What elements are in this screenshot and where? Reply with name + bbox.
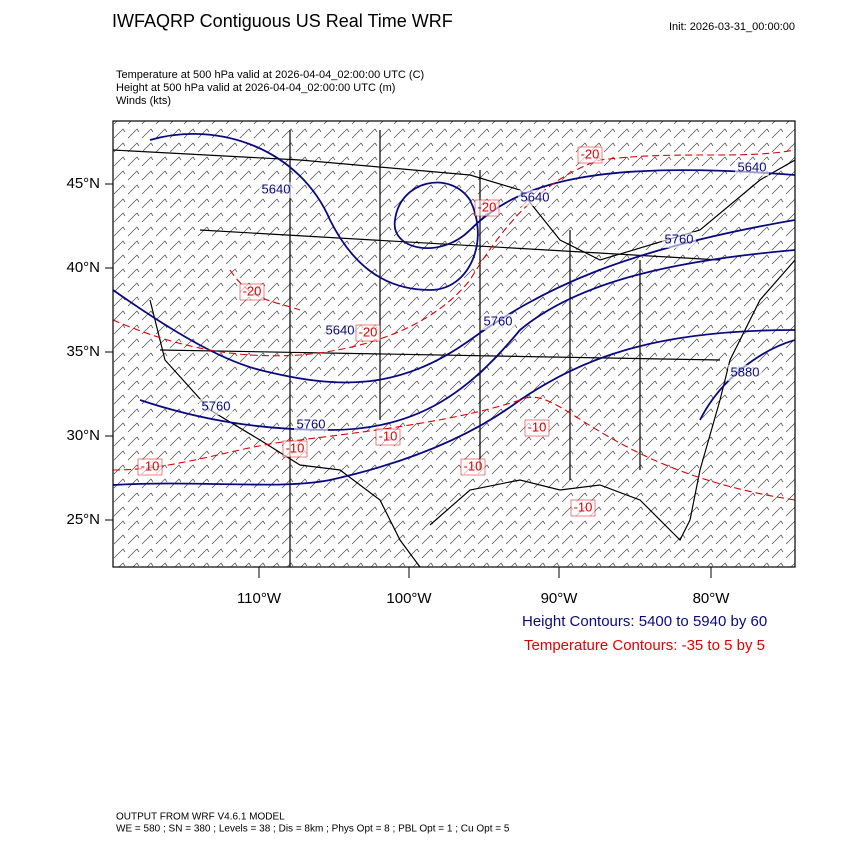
field: Temperature at 500 hPa valid at 2026-04-… [116, 69, 424, 81]
lat-label: 45°N [66, 175, 100, 192]
temperature-label: -10 [464, 458, 483, 473]
height-label: 5760 [484, 313, 513, 328]
legend-temperature: Temperature Contours: -35 to 5 by 5 [524, 637, 765, 654]
label-box [282, 440, 308, 458]
lat-label: 35°N [66, 343, 100, 360]
temperature-label: -20 [581, 146, 600, 161]
lat-label: 40°N [66, 259, 100, 276]
lon-label: 90°W [541, 590, 579, 607]
label-box [570, 499, 596, 517]
label-box [137, 458, 163, 476]
height-label: 5760 [202, 398, 231, 413]
label-box [474, 199, 500, 217]
lon-label: 100°W [386, 590, 432, 607]
title: IWFAQRP Contiguous US Real Time WRF [112, 11, 453, 31]
height-label: 5640 [738, 159, 767, 174]
temperature-label: -10 [574, 499, 593, 514]
label-box [460, 458, 486, 476]
wind-barbs [113, 121, 795, 567]
lon-label: 80°W [693, 590, 731, 607]
height-label: 5640 [521, 189, 550, 204]
label-box [199, 399, 233, 415]
temperature-contours [113, 149, 795, 501]
height-label: 5880 [731, 364, 760, 379]
temperature-label: -20 [359, 324, 378, 339]
legend-height: Height Contours: 5400 to 5940 by 60 [522, 613, 767, 630]
lon-label: 110°W [237, 590, 282, 607]
label-box [481, 314, 515, 330]
label-box [518, 190, 552, 206]
label-box [524, 419, 550, 437]
temperature-label: -10 [528, 419, 547, 434]
label-box [735, 160, 769, 176]
label-box [355, 324, 381, 342]
label-box [259, 182, 293, 198]
footer-options: WE = 580 ; SN = 380 ; Levels = 38 ; Dis … [116, 824, 510, 835]
boundaries [113, 130, 795, 567]
height-label: 5760 [297, 416, 326, 431]
height-label: 5760 [665, 231, 694, 246]
label-box [323, 323, 357, 339]
temperature-label: -20 [243, 283, 262, 298]
temperature-label: -20 [478, 199, 497, 214]
height-contours [113, 133, 795, 486]
map-area [113, 121, 795, 567]
map-frame [112, 120, 796, 568]
field: Winds (kts) [116, 95, 171, 107]
field: Height at 500 hPa valid at 2026-04-04_02… [116, 82, 395, 94]
lat-label: 30°N [66, 427, 100, 444]
height-label: 5640 [262, 181, 291, 196]
label-box [728, 365, 762, 381]
label-box [239, 283, 265, 301]
temperature-label: -10 [379, 428, 398, 443]
footer-model: OUTPUT FROM WRF V4.6.1 MODEL [116, 812, 285, 823]
label-box [662, 232, 696, 248]
height-label: 5640 [326, 322, 355, 337]
temperature-label: -10 [141, 458, 160, 473]
label-box [294, 417, 328, 433]
init: Init: 2026-03-31_00:00:00 [669, 21, 795, 33]
label-box [577, 146, 603, 164]
label-box [375, 428, 401, 446]
temperature-label: -10 [286, 440, 305, 455]
lat-label: 25°N [66, 511, 100, 528]
